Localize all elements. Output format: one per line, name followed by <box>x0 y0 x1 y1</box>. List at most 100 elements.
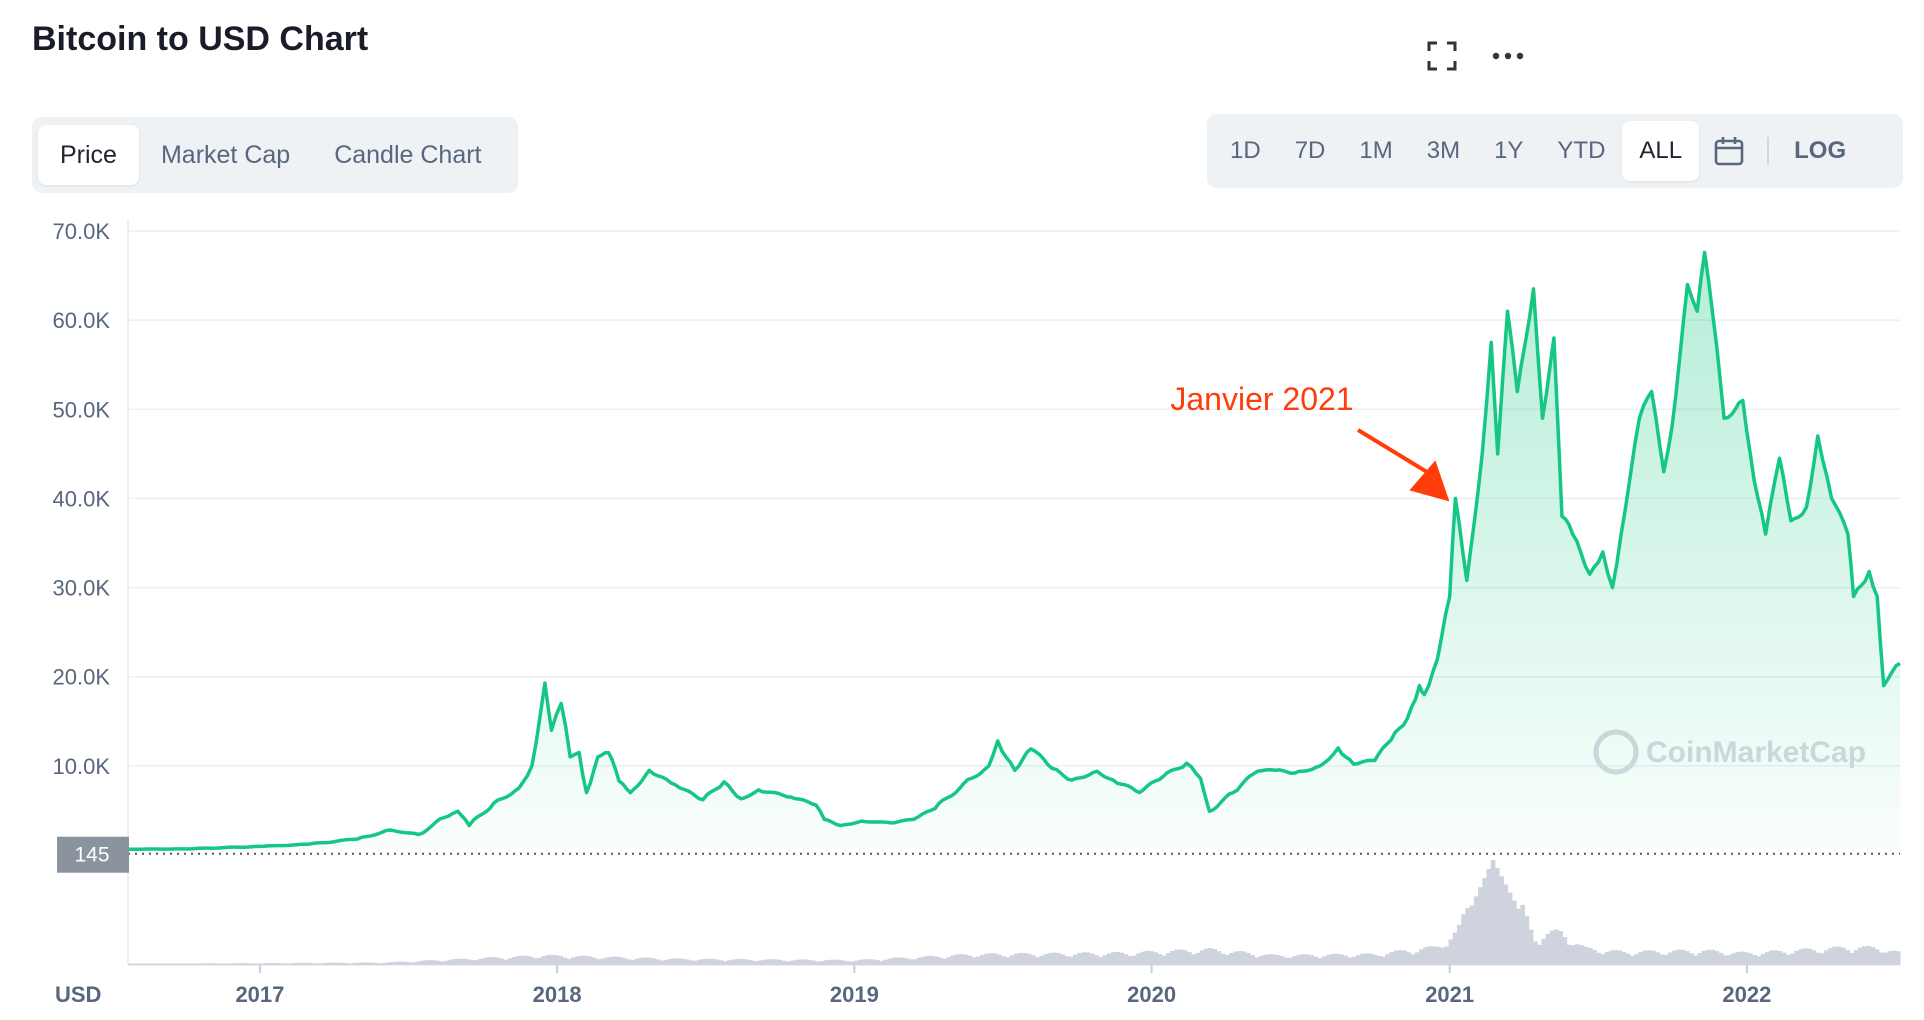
volume-bar <box>798 959 804 965</box>
log-scale-toggle[interactable]: LOG <box>1794 137 1847 164</box>
more-dots-icon[interactable] <box>1488 36 1528 76</box>
volume-bar <box>457 958 462 965</box>
volume-bar <box>1672 950 1677 965</box>
volume-bar <box>933 956 939 965</box>
volume-bar <box>1157 954 1163 965</box>
volume-bar <box>1486 869 1492 965</box>
volume-bar <box>929 955 935 965</box>
volume-bar <box>364 962 369 965</box>
volume-bar <box>410 962 416 965</box>
volume-bar <box>1440 947 1445 965</box>
volume-bar <box>313 963 319 965</box>
volume-bar <box>1520 904 1526 965</box>
volume-bar <box>317 963 323 965</box>
volume-bar <box>288 963 294 965</box>
range-1d-button[interactable]: 1D <box>1230 137 1261 164</box>
volume-bar <box>486 957 492 965</box>
volume-bar <box>153 963 159 965</box>
volume-bar <box>1237 951 1243 965</box>
volume-bar <box>701 958 707 965</box>
price-series[interactable] <box>128 250 1901 855</box>
range-1y-button[interactable]: 1Y <box>1494 137 1524 164</box>
volume-bar <box>1149 951 1154 965</box>
tab-market-cap[interactable]: Market Cap <box>160 140 291 169</box>
volume-bar <box>1216 951 1222 965</box>
volume-bar <box>465 959 471 965</box>
volume-bar <box>1119 952 1125 965</box>
volume-bar <box>128 963 133 965</box>
annotation-arrow-shaft <box>1356 428 1431 476</box>
volume-bar <box>1735 951 1741 965</box>
range-7d-button[interactable]: 7D <box>1294 137 1326 164</box>
volume-bar <box>1292 956 1298 965</box>
volume-bar <box>473 960 479 965</box>
volume-bar <box>706 958 711 965</box>
volume-bar <box>908 959 914 965</box>
volume-bar <box>1575 944 1580 965</box>
volume-bar <box>765 959 770 965</box>
range-divider <box>1767 137 1770 165</box>
volume-bar <box>1651 950 1656 965</box>
volume-bar <box>1613 949 1618 965</box>
volume-bar <box>971 957 977 965</box>
volume-bar <box>1600 954 1606 965</box>
volume-bar <box>1397 950 1403 965</box>
volume-bar <box>592 957 597 965</box>
volume-bar <box>1203 948 1209 965</box>
volume-bar <box>938 957 943 965</box>
volume-bar <box>916 957 922 965</box>
volume-bar <box>1039 955 1045 965</box>
volume-bar <box>912 959 918 965</box>
tab-candle-chart[interactable]: Candle Chart <box>334 140 482 169</box>
y-tick-label: 70.0K <box>53 219 111 244</box>
volume-bar <box>1866 945 1871 965</box>
volume-bar <box>752 961 758 965</box>
volume-bar <box>954 954 960 965</box>
volume-bar <box>1870 947 1876 965</box>
volume-bar <box>1144 950 1150 965</box>
volume-bar <box>1064 956 1070 965</box>
volume-bar <box>743 959 749 965</box>
range-all-button[interactable]: ALL <box>1622 121 1700 181</box>
volume-bar <box>461 958 467 965</box>
volume-bar <box>638 957 644 965</box>
annotation-label: Janvier 2021 <box>1170 381 1353 417</box>
time-range-selector: 1D 7D 1M 3M 1Y YTD ALL LOG <box>1207 114 1903 188</box>
volume-bar <box>1305 954 1310 965</box>
tab-price[interactable]: Price <box>38 125 139 185</box>
volume-bar <box>828 959 834 965</box>
volume-bar <box>571 957 576 965</box>
volume-bar <box>1836 946 1842 965</box>
volume-bar <box>710 958 715 965</box>
range-3m-button[interactable]: 3M <box>1426 137 1461 164</box>
volume-bar <box>1389 952 1395 965</box>
volume-bar <box>351 963 357 965</box>
volume-bar <box>305 962 310 965</box>
volume-bar <box>427 960 433 965</box>
volume-bar <box>554 955 559 965</box>
volume-bar <box>1570 945 1576 965</box>
volume-bar <box>1300 954 1306 965</box>
y-tick-label: 60.0K <box>53 308 111 333</box>
range-ytd-button[interactable]: YTD <box>1557 137 1606 164</box>
volume-bar <box>1081 952 1087 965</box>
fullscreen-icon[interactable] <box>1422 36 1462 76</box>
volume-bar <box>748 960 753 965</box>
volume-bar <box>1680 949 1686 965</box>
range-1m-button[interactable]: 1M <box>1359 137 1393 164</box>
volume-bar <box>659 960 665 965</box>
volume-bar <box>655 959 661 965</box>
volume-bar <box>490 957 496 965</box>
volume-bar <box>1874 949 1880 965</box>
volume-bar <box>1587 947 1593 965</box>
calendar-icon[interactable] <box>1699 121 1759 181</box>
volume-bar <box>1469 905 1475 965</box>
volume-bar <box>663 959 669 965</box>
volume-bar <box>1701 950 1707 965</box>
volume-bar <box>1393 950 1399 965</box>
volume-bar <box>1756 956 1762 965</box>
volume-bar <box>511 956 517 965</box>
volume-bar <box>849 961 855 965</box>
volume-bar <box>689 960 694 965</box>
volume-bar <box>617 956 623 965</box>
